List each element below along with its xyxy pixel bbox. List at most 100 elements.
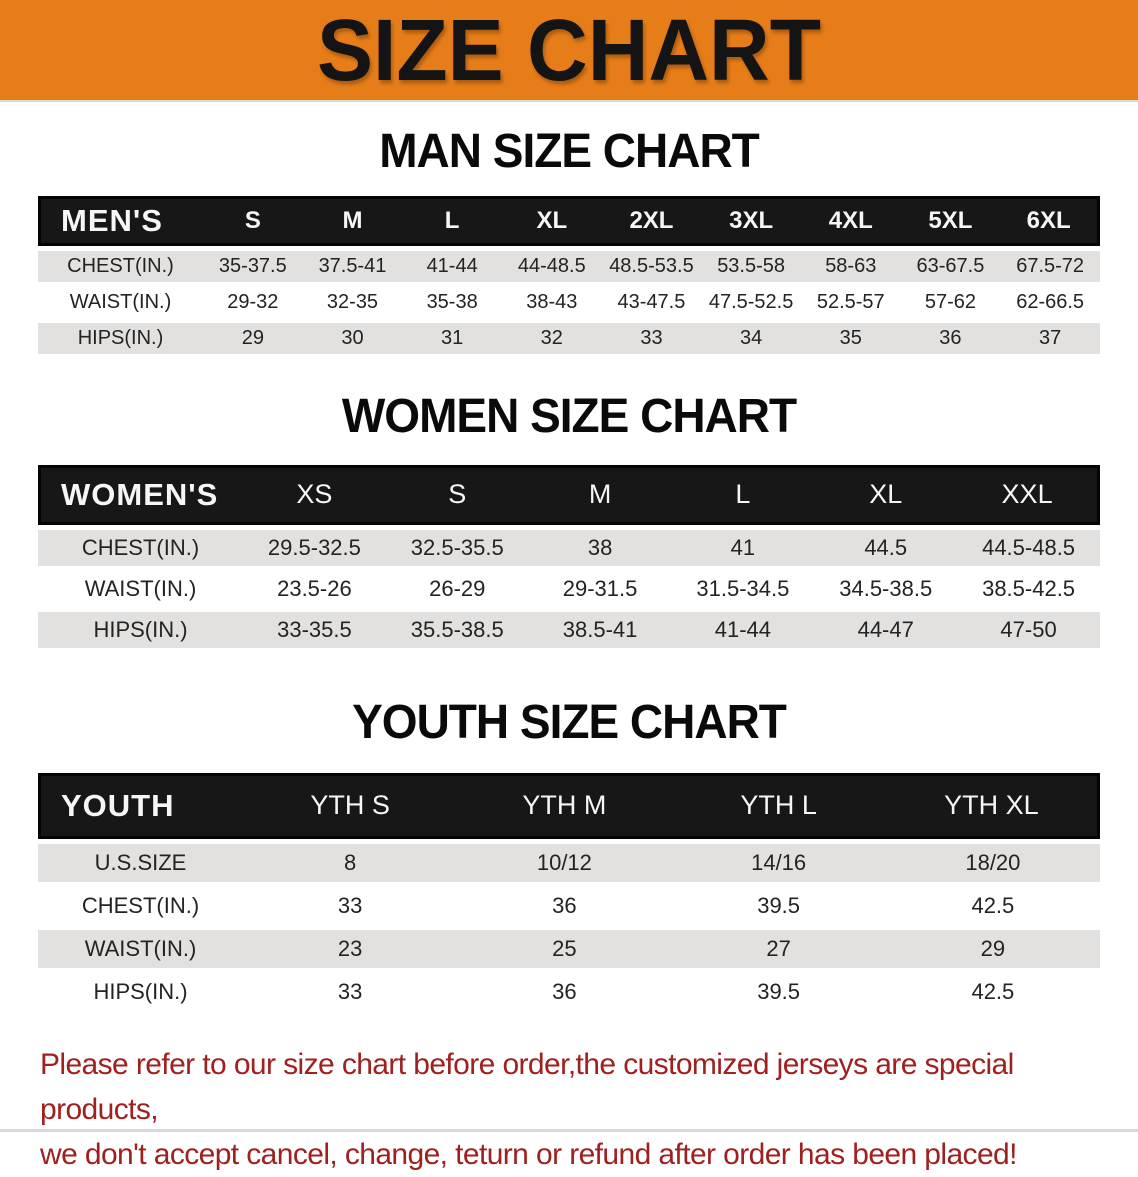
size-column-header: XS <box>243 464 386 525</box>
measurement-value: 43-47.5 <box>601 286 702 318</box>
measurement-value: 32-35 <box>302 286 403 318</box>
measurement-value: 48.5-53.5 <box>601 250 702 282</box>
measurement-value: 41-44 <box>402 250 502 282</box>
measurement-value: 41 <box>671 529 815 566</box>
measurement-row: CHEST(IN.) 35-37.5 37.5-41 41-44 44-48.5 48.5… <box>38 250 1100 282</box>
table-group-label: MEN'S <box>38 195 203 246</box>
measurement-value: 18/20 <box>885 843 1100 882</box>
men-section-title: MAN SIZE CHART <box>379 122 760 178</box>
measurement-label: HIPS(IN.) <box>38 972 243 1011</box>
size-column-header: YTH M <box>457 772 672 839</box>
size-column-header: L <box>671 464 815 525</box>
size-column-header: 3XL <box>701 195 801 246</box>
measurement-value: 38.5-42.5 <box>957 570 1100 607</box>
measurement-value: 35-37.5 <box>203 250 303 282</box>
women-section-title: WOMEN SIZE CHART <box>341 387 797 443</box>
measurement-value: 23 <box>243 929 458 968</box>
measurement-row: CHEST(IN.) 33 36 39.5 42.5 <box>38 886 1100 925</box>
measurement-value: 44.5-48.5 <box>957 529 1100 566</box>
size-column-header: M <box>302 195 403 246</box>
measurement-value: 29-31.5 <box>528 570 672 607</box>
measurement-value: 35 <box>800 322 901 354</box>
measurement-row: HIPS(IN.) 29 30 31 32 33 34 35 36 37 <box>38 322 1100 354</box>
measurement-value: 67.5-72 <box>1000 250 1100 282</box>
measurement-value: 63-67.5 <box>900 250 1001 282</box>
measurement-value: 38-43 <box>501 286 602 318</box>
measurement-row: WAIST(IN.) 23.5-26 26-29 29-31.5 31.5-34.5 34… <box>38 570 1100 607</box>
measurement-value: 37 <box>1000 322 1100 354</box>
measurement-value: 26-29 <box>385 570 529 607</box>
size-column-header: XL <box>814 464 958 525</box>
measurement-value: 44.5 <box>814 529 958 566</box>
size-column-header: YTH XL <box>885 772 1100 839</box>
women-size-table: WOMEN'S XS S M L XL XXL CHEST(IN.) 29.5-32.5 32.5… <box>38 460 1100 653</box>
size-column-header: 5XL <box>900 195 1001 246</box>
measurement-value: 52.5-57 <box>800 286 901 318</box>
measurement-value: 44-48.5 <box>501 250 602 282</box>
youth-section-title: YOUTH SIZE CHART <box>352 693 787 749</box>
size-column-header: 4XL <box>800 195 901 246</box>
disclaimer-line-1: Please refer to our size chart before or… <box>40 1047 1014 1126</box>
table-group-label: YOUTH <box>38 772 243 839</box>
measurement-value: 47-50 <box>957 611 1100 648</box>
bottom-edge-divider <box>0 1129 1138 1132</box>
measurement-value: 31.5-34.5 <box>671 570 815 607</box>
disclaimer-text: Please refer to our size chart before or… <box>40 1042 1108 1177</box>
size-header-row: WOMEN'S XS S M L XL XXL <box>38 464 1100 525</box>
youth-size-table: YOUTH YTH S YTH M YTH L YTH XL U.S.SIZE 8 10/12… <box>38 768 1100 1016</box>
measurement-label: WAIST(IN.) <box>38 929 243 968</box>
measurement-label: CHEST(IN.) <box>38 250 203 282</box>
measurement-value: 32.5-35.5 <box>385 529 529 566</box>
measurement-value: 53.5-58 <box>701 250 801 282</box>
measurement-value: 10/12 <box>457 843 672 882</box>
measurement-label: CHEST(IN.) <box>38 886 243 925</box>
measurement-label: U.S.SIZE <box>38 843 243 882</box>
men-size-table: MEN'S S M L XL 2XL 3XL 4XL 5XL 6XL CHEST(IN.) 35-37… <box>38 191 1100 359</box>
measurement-value: 29 <box>885 929 1100 968</box>
measurement-value: 27 <box>671 929 886 968</box>
measurement-value: 36 <box>900 322 1001 354</box>
measurement-value: 47.5-52.5 <box>701 286 801 318</box>
measurement-value: 36 <box>457 972 672 1011</box>
measurement-value: 31 <box>402 322 502 354</box>
banner-title: SIZE CHART <box>317 1 821 99</box>
size-column-header: YTH S <box>243 772 458 839</box>
measurement-value: 30 <box>302 322 403 354</box>
measurement-value: 39.5 <box>671 972 886 1011</box>
measurement-value: 37.5-41 <box>302 250 403 282</box>
size-chart-banner: SIZE CHART <box>0 0 1138 102</box>
measurement-value: 33 <box>601 322 702 354</box>
measurement-value: 57-62 <box>900 286 1001 318</box>
measurement-row: WAIST(IN.) 29-32 32-35 35-38 38-43 43-47.5 47.… <box>38 286 1100 318</box>
size-column-header: L <box>402 195 502 246</box>
measurement-value: 35-38 <box>402 286 502 318</box>
measurement-row: CHEST(IN.) 29.5-32.5 32.5-35.5 38 41 44.5 44.5… <box>38 529 1100 566</box>
measurement-value: 8 <box>243 843 458 882</box>
measurement-value: 29.5-32.5 <box>243 529 386 566</box>
measurement-value: 58-63 <box>800 250 901 282</box>
size-column-header: M <box>528 464 672 525</box>
disclaimer-line-2: we don't accept cancel, change, teturn o… <box>40 1137 1017 1171</box>
measurement-value: 34.5-38.5 <box>814 570 958 607</box>
measurement-value: 39.5 <box>671 886 886 925</box>
measurement-value: 35.5-38.5 <box>385 611 529 648</box>
measurement-value: 33 <box>243 972 458 1011</box>
measurement-label: CHEST(IN.) <box>38 529 243 566</box>
size-column-header: S <box>385 464 529 525</box>
measurement-value: 44-47 <box>814 611 958 648</box>
measurement-value: 33-35.5 <box>243 611 386 648</box>
measurement-row: U.S.SIZE 8 10/12 14/16 18/20 <box>38 843 1100 882</box>
measurement-value: 38.5-41 <box>528 611 672 648</box>
measurement-row: HIPS(IN.) 33-35.5 35.5-38.5 38.5-41 41-44 44-… <box>38 611 1100 648</box>
measurement-label: WAIST(IN.) <box>38 286 203 318</box>
size-column-header: XXL <box>957 464 1100 525</box>
size-column-header: 6XL <box>1000 195 1100 246</box>
measurement-value: 62-66.5 <box>1000 286 1100 318</box>
measurement-value: 42.5 <box>885 972 1100 1011</box>
measurement-value: 29 <box>203 322 303 354</box>
measurement-label: HIPS(IN.) <box>38 611 243 648</box>
table-group-label: WOMEN'S <box>38 464 243 525</box>
measurement-value: 34 <box>701 322 801 354</box>
measurement-value: 14/16 <box>671 843 886 882</box>
measurement-value: 25 <box>457 929 672 968</box>
